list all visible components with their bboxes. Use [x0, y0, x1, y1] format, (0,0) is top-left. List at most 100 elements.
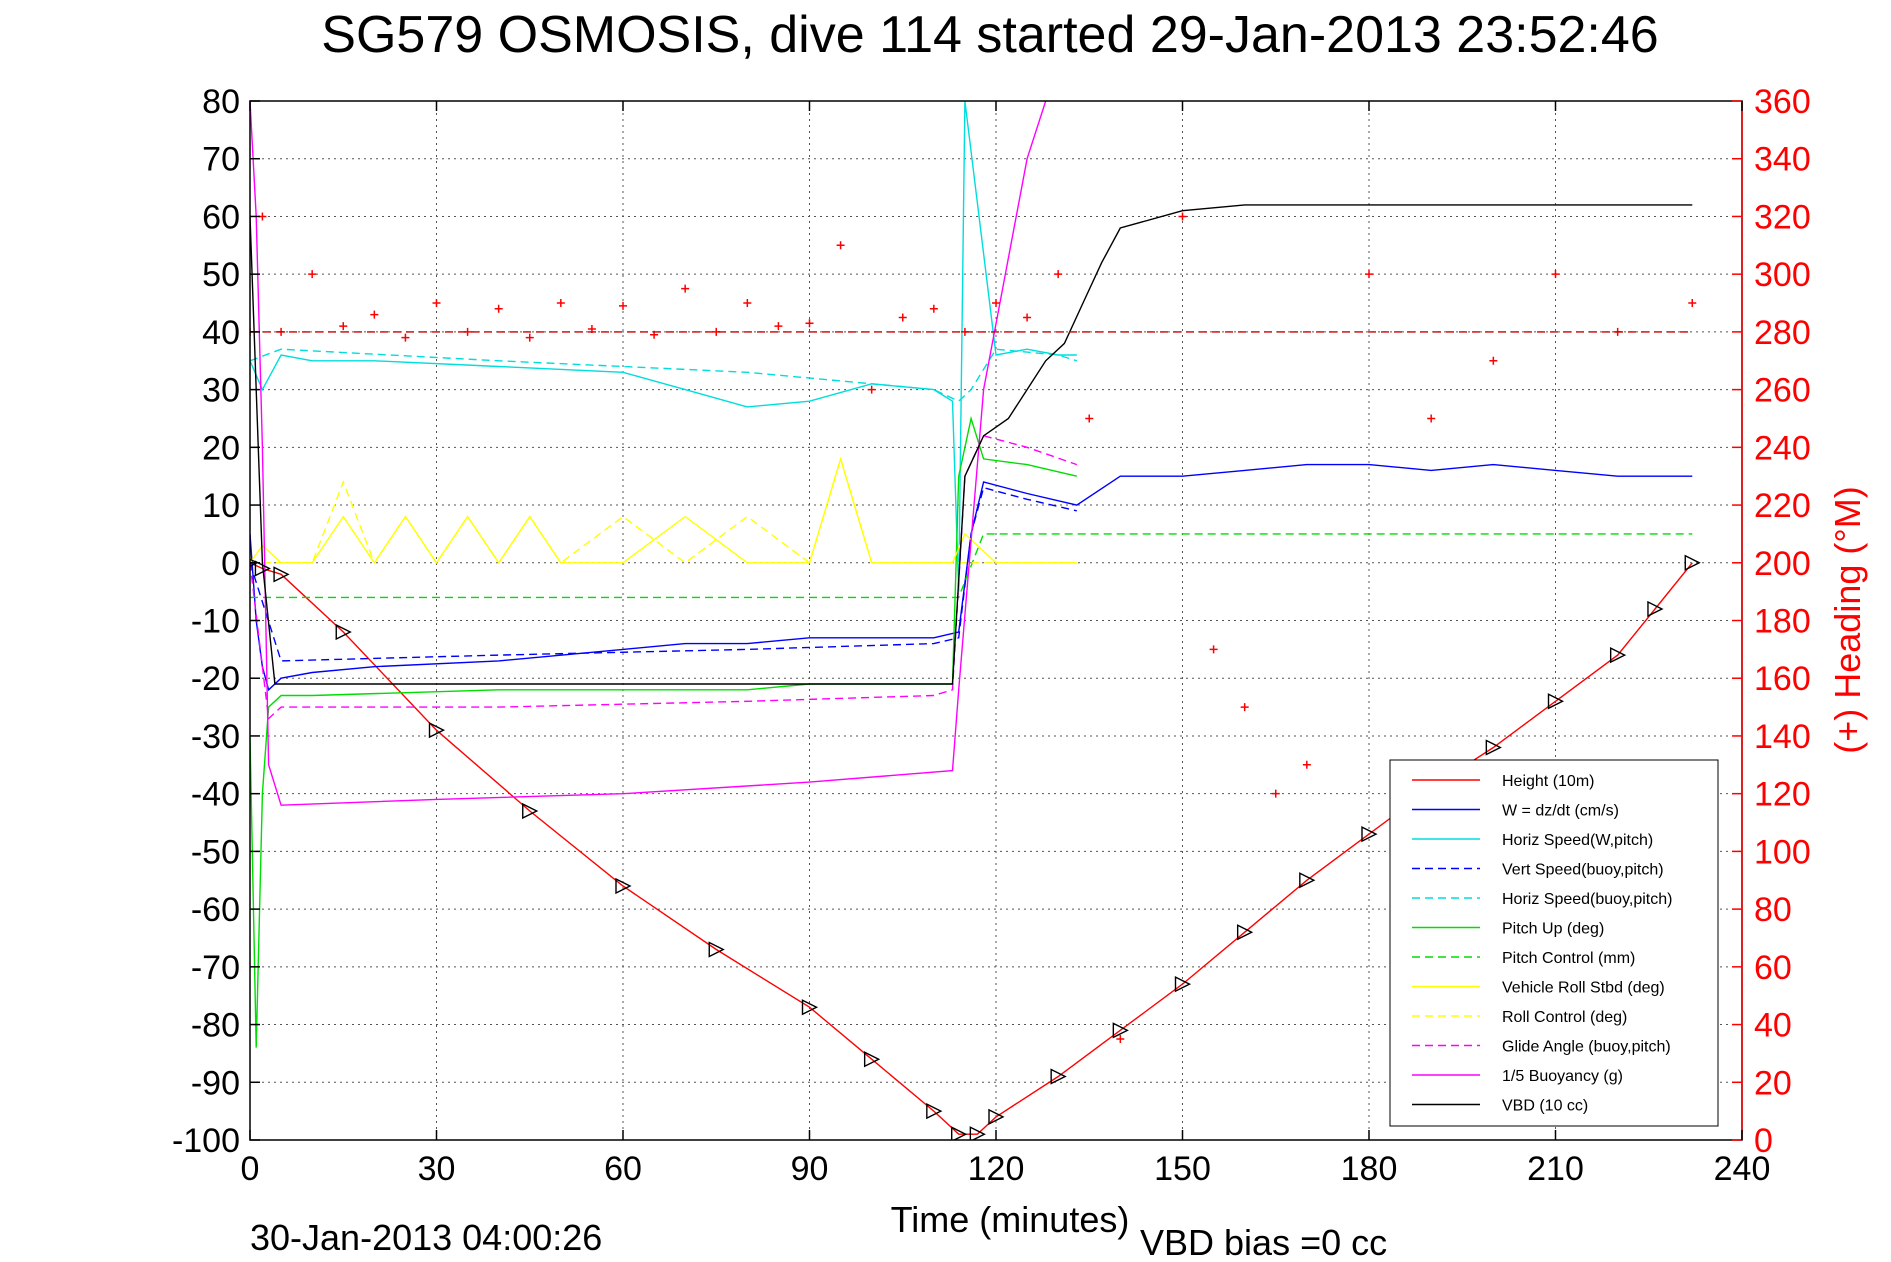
y-tick-label: -100: [172, 1122, 240, 1160]
heading-marker: [370, 310, 379, 319]
heading-marker: [743, 299, 752, 308]
depth-marker: [951, 1126, 968, 1140]
heading-marker: [1302, 760, 1311, 769]
y-right-tick-label: 160: [1754, 660, 1811, 698]
heading-marker: [1427, 414, 1436, 423]
depth-marker: [801, 999, 819, 1016]
y-right-tick-label: 100: [1754, 833, 1811, 871]
depth-marker: [969, 1126, 986, 1140]
heading-marker: [619, 301, 627, 310]
heading-marker: [929, 304, 938, 313]
x-axis-label: Time (minutes): [891, 1199, 1130, 1240]
y-right-tick-label: 60: [1754, 949, 1792, 987]
y-tick-label: 40: [202, 314, 240, 352]
depth-marker: [615, 877, 632, 895]
y-tick-label: 70: [202, 141, 240, 179]
right-axis-ticks: 3603403203002802602402202001801601401201…: [1732, 83, 1811, 1160]
y-right-tick-label: 140: [1754, 718, 1811, 756]
heading-marker: [494, 304, 503, 313]
heading-marker: [432, 299, 441, 308]
y-right-tick-label: 260: [1754, 372, 1811, 410]
x-tick-label: 0: [241, 1150, 260, 1188]
heading-marker: [308, 270, 317, 279]
y-right-tick-label: 120: [1754, 776, 1811, 814]
legend-entry-horiz-speed-w-pitch: Horiz Speed(W,pitch): [1502, 832, 1653, 849]
y-tick-label: 60: [202, 198, 240, 236]
legend-entry-vbd-10-cc: VBD (10 cc): [1502, 1098, 1588, 1115]
heading-marker: [1365, 270, 1373, 279]
x-tick-label: 120: [968, 1150, 1025, 1188]
series-vbd-10-cc: [250, 204, 1693, 685]
x-tick-label: 30: [418, 1150, 456, 1188]
y-right-tick-label: 320: [1754, 198, 1811, 236]
heading-marker: [1551, 270, 1560, 279]
x-tick-label: 180: [1341, 1150, 1398, 1188]
legend-entry-pitch-up-deg: Pitch Up (deg): [1502, 921, 1604, 938]
depth-marker: [988, 1108, 1005, 1126]
x-tick-label: 90: [791, 1150, 829, 1188]
y-right-tick-label: 340: [1754, 141, 1811, 179]
heading-marker: [1209, 645, 1218, 654]
legend-entry-height-10m: Height (10m): [1502, 773, 1594, 790]
depth-marker: [1361, 825, 1378, 843]
legend-entry-vehicle-roll-stbd-deg: Vehicle Roll Stbd (deg): [1502, 980, 1665, 997]
heading-marker: [1085, 414, 1094, 423]
depth-marker: [522, 802, 539, 820]
series-pitch-control-mm: [250, 533, 1693, 599]
heading-marker: [1489, 356, 1498, 365]
y-tick-label: -20: [191, 660, 240, 698]
heading-marker: [525, 333, 534, 342]
depth-marker: [428, 722, 446, 739]
y-tick-label: -10: [191, 603, 240, 641]
y-right-tick-label: 20: [1754, 1064, 1792, 1102]
heading-marker: [1116, 1034, 1125, 1043]
series-horiz-speed-buoy-pitch: [250, 348, 1078, 403]
y-tick-label: -90: [191, 1064, 240, 1102]
depth-marker: [1485, 739, 1502, 756]
y-tick-label: 80: [202, 83, 240, 121]
heading-marker: [898, 313, 907, 322]
y-right-tick-label: 220: [1754, 487, 1811, 525]
x-tick-label: 60: [604, 1150, 642, 1188]
heading-marker: [1271, 789, 1280, 798]
y-right-tick-label: 280: [1754, 314, 1811, 352]
y-tick-label: -50: [191, 833, 240, 871]
legend-entry-w-dz-dt-cm-s: W = dz/dt (cm/s): [1502, 803, 1619, 820]
y-tick-label: 10: [202, 487, 240, 525]
series-height-10m: [250, 562, 1693, 1135]
chart-title: SG579 OSMOSIS, dive 114 started 29-Jan-2…: [321, 6, 1658, 64]
depth-marker: [273, 566, 290, 583]
y-tick-label: 20: [202, 429, 240, 467]
heading-marker: [1178, 212, 1187, 221]
series-horiz-speed-w-pitch: [250, 101, 1077, 592]
depth-marker: [1174, 976, 1192, 993]
depth-marker: [1684, 554, 1701, 571]
y-right-tick-label: 0: [1754, 1122, 1773, 1160]
depth-marker: [1647, 600, 1664, 618]
depth-marker: [1050, 1068, 1067, 1085]
y-tick-label: -70: [191, 949, 240, 987]
x-tick-label: 150: [1154, 1150, 1211, 1188]
y-right-tick-label: 300: [1754, 256, 1811, 294]
depth-marker: [863, 1051, 881, 1068]
series-layer: [250, 101, 1701, 1140]
y-right-tick-label: 80: [1754, 891, 1792, 929]
y-tick-label: 0: [221, 545, 240, 583]
legend-entry-roll-control-deg: Roll Control (deg): [1502, 1009, 1627, 1026]
y-right-tick-label: 180: [1754, 603, 1811, 641]
depth-marker: [1236, 924, 1254, 941]
y-tick-label: -40: [191, 776, 240, 814]
legend-entry-horiz-speed-buoy-pitch: Horiz Speed(buoy,pitch): [1502, 891, 1672, 908]
depth-marker: [254, 560, 271, 577]
y-tick-label: 50: [202, 256, 240, 294]
right-axis-label: (+) Heading (°M): [1827, 486, 1868, 753]
legend-entry-1-5-buoyancy-g: 1/5 Buoyancy (g): [1502, 1068, 1623, 1085]
footer-vbd-bias: VBD bias =0 cc: [1140, 1222, 1387, 1262]
y-tick-label: 30: [202, 372, 240, 410]
legend-entry-vert-speed-buoy-pitch: Vert Speed(buoy,pitch): [1502, 862, 1664, 879]
footer-timestamp: 30-Jan-2013 04:00:26: [250, 1217, 602, 1258]
y-right-tick-label: 40: [1754, 1007, 1792, 1045]
heading-marker: [1023, 313, 1032, 322]
depth-marker: [1547, 693, 1565, 710]
